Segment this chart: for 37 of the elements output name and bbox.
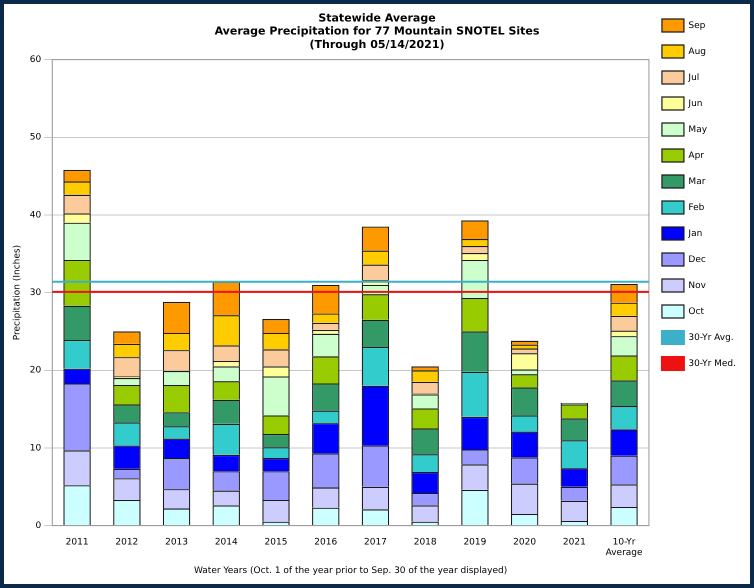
- legend-label: Jul: [687, 72, 700, 83]
- x-tick-label: 2021: [562, 537, 586, 548]
- legend-label: Nov: [688, 280, 707, 291]
- y-tick-label: 30: [30, 288, 42, 298]
- legend-label: 30-Yr Med.: [688, 358, 736, 369]
- legend-label: Oct: [688, 306, 704, 317]
- legend-label: Aug: [688, 46, 706, 57]
- x-tick-label: 2014: [214, 537, 238, 548]
- chart-title: Statewide Average: [318, 11, 436, 24]
- legend-label: Dec: [688, 254, 706, 265]
- x-tick-label: 2017: [364, 537, 387, 548]
- x-tick-label: 2012: [115, 537, 138, 548]
- legend-label: 30-Yr Avg.: [688, 332, 734, 343]
- x-tick-label: 2016: [314, 537, 338, 548]
- x-tick-label: 2018: [414, 537, 437, 548]
- legend-label: Jan: [687, 228, 702, 239]
- legend-label: Feb: [688, 202, 705, 213]
- legend-label: Sep: [688, 20, 706, 31]
- chart-subtitle: Average Precipitation for 77 Mountain SNOTEL Sites (Through 05/14/2021): [214, 24, 540, 51]
- legend-label: Jun: [687, 98, 702, 109]
- x-tick-label: 2013: [165, 537, 188, 548]
- x-tick-label: 2011: [66, 537, 89, 548]
- x-tick-label: 2020: [513, 537, 536, 548]
- y-tick-label: 20: [30, 366, 42, 376]
- y-tick-label: 60: [30, 54, 42, 65]
- x-tick-label: 2015: [264, 537, 288, 548]
- y-tick-label: 10: [30, 443, 42, 454]
- y-tick-label: 0: [36, 520, 42, 531]
- y-tick-label: 40: [30, 210, 42, 220]
- x-tick-label: 2019: [463, 537, 487, 548]
- y-axis-title: Precipitation (Inches): [12, 244, 23, 340]
- x-axis-title: Water Years (Oct. 1 of the year prior to Sep. 30 of the year displayed): [194, 566, 508, 576]
- legend-label: May: [688, 124, 708, 135]
- x-tick-label: 10-Yr Average: [606, 537, 644, 558]
- legend-label: Apr: [688, 150, 704, 161]
- legend-label: Mar: [688, 176, 706, 187]
- y-tick-label: 50: [30, 132, 42, 143]
